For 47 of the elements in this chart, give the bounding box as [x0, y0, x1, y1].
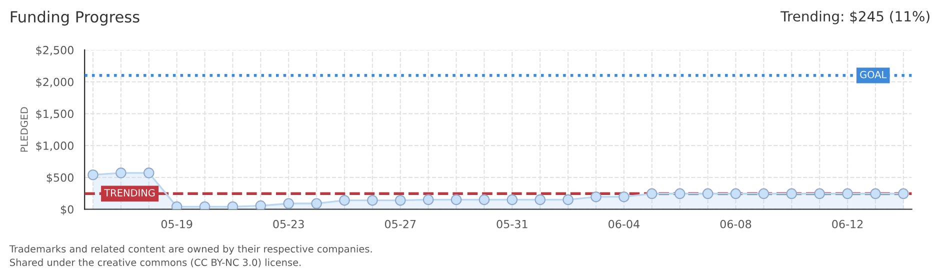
point	[562, 194, 574, 206]
point	[339, 194, 350, 206]
point	[590, 191, 602, 202]
point	[842, 188, 853, 200]
point	[898, 188, 909, 200]
point	[255, 200, 266, 210]
point	[88, 169, 98, 180]
point	[618, 191, 630, 202]
text: Trademarks and related content are owned by their respective companies.	[9, 245, 372, 254]
x-tick-label: 06-04	[608, 220, 640, 228]
y-tick-label: $1,000	[36, 141, 74, 152]
x-tick-label: 06-08	[720, 220, 752, 228]
x-tick-label: 06-12	[832, 220, 863, 228]
point	[395, 194, 406, 206]
point	[450, 194, 462, 206]
point	[422, 194, 434, 206]
point	[702, 188, 714, 200]
chart-title: Funding Progress	[10, 10, 140, 26]
point	[814, 188, 825, 200]
y-tick-label: $500	[46, 173, 74, 184]
y-tick-label: $2,000	[36, 78, 74, 88]
ref-line-label: GOAL	[860, 70, 887, 78]
point	[506, 194, 518, 206]
point	[730, 188, 742, 200]
point	[534, 194, 546, 206]
point	[786, 188, 798, 200]
x-tick-label: 05-19	[161, 220, 192, 228]
point	[283, 198, 294, 209]
point	[311, 198, 322, 209]
x-tick-label: 05-27	[384, 220, 416, 228]
point	[758, 188, 770, 200]
x-tick-label: 05-31	[496, 220, 528, 228]
y-axis-title: PLEDGED	[20, 107, 28, 152]
point	[870, 188, 881, 200]
y-tick-label: $1,500	[36, 109, 74, 120]
text: Trending: $245 (11%)	[780, 10, 930, 24]
point	[674, 188, 686, 200]
point	[646, 188, 658, 200]
point	[116, 168, 126, 178]
point	[143, 168, 154, 178]
y-tick-label: $2,500	[36, 46, 74, 56]
point	[367, 194, 378, 206]
point	[478, 194, 490, 206]
text: Shared under the creative commons (CC BY-NC 3.0) license.	[10, 258, 301, 268]
x-tick-label: 05-23	[273, 220, 304, 228]
ref-line-label: TRENDING	[104, 189, 155, 196]
y-tick-label: $0	[60, 205, 74, 216]
